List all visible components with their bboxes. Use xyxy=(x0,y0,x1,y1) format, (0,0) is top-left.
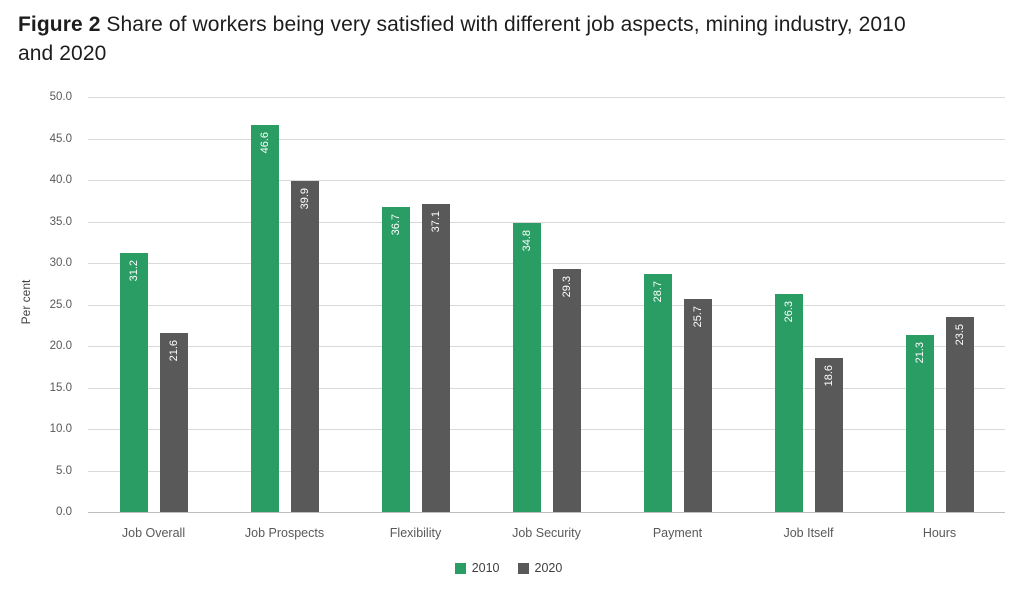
bar-value-label: 36.7 xyxy=(389,214,402,236)
bar-2010: 28.7 xyxy=(643,273,672,512)
bar-2020: 21.6 xyxy=(159,332,188,512)
bar-series-area: 31.2 21.6 46.6 39.9 36.7 37.1 34.8 29.3 28.7 25.7… xyxy=(88,97,1005,512)
legend-swatch xyxy=(517,562,529,574)
bar-2010: 46.6 xyxy=(250,125,279,512)
y-axis-tick-label: 30.0 xyxy=(49,257,72,269)
figure-title-text: Share of workers being very satisfied wi… xyxy=(18,13,906,65)
y-axis-tick-label: 20.0 xyxy=(49,340,72,352)
y-axis-tick-labels: 0.0 5.0 10.0 15.0 20.0 25.0 30.0 35.0 40.0 45.0 50… xyxy=(0,91,80,518)
y-axis-tick-label: 35.0 xyxy=(49,215,72,228)
x-axis-category-label: Job Itself xyxy=(783,526,834,540)
bar-value-label: 34.8 xyxy=(520,230,533,252)
y-axis-tick-label: 50.0 xyxy=(49,91,72,103)
figure-title: Figure 2 Share of workers being very sat… xyxy=(18,10,908,68)
bar-value-label: 46.6 xyxy=(258,132,271,154)
legend-item-2020: 2020 xyxy=(517,561,563,575)
bar-2020: 39.9 xyxy=(290,180,319,512)
bar-group: 34.8 29.3 xyxy=(481,97,612,512)
gridline xyxy=(88,138,1005,140)
gridline xyxy=(88,387,1005,389)
bar-value-label: 37.1 xyxy=(429,211,442,233)
y-axis-tick-label: 45.0 xyxy=(49,132,72,145)
bar-group: 46.6 39.9 xyxy=(219,97,350,512)
gridline xyxy=(88,221,1005,223)
bar-value-label: 21.3 xyxy=(913,342,926,364)
bar-2010: 26.3 xyxy=(774,293,803,512)
legend-label: 2020 xyxy=(534,561,563,575)
bar-group: 28.7 25.7 xyxy=(612,97,743,512)
bar-2020: 18.6 xyxy=(814,357,843,512)
gridline xyxy=(88,97,1005,98)
bar-2010: 34.8 xyxy=(512,223,541,512)
bar-2010: 21.3 xyxy=(905,335,934,512)
bar-value-label: 29.3 xyxy=(560,275,573,298)
x-axis-category-label: Job Security xyxy=(512,526,581,540)
y-axis-tick-label: 10.0 xyxy=(49,423,72,435)
y-axis-tick-label: 25.0 xyxy=(49,298,72,311)
bar-group: 21.3 23.5 xyxy=(874,97,1005,512)
x-axis-category-label: Hours xyxy=(922,526,957,540)
gridline xyxy=(88,470,1005,472)
bar-2020: 37.1 xyxy=(421,204,450,512)
plot-area: 31.2 21.6 46.6 39.9 36.7 37.1 34.8 29.3 28.7 25.7… xyxy=(88,97,1005,513)
y-axis-tick-label: 0.0 xyxy=(56,506,72,518)
bar-value-label: 25.7 xyxy=(691,305,704,328)
bar-group: 31.2 21.6 xyxy=(88,97,219,512)
bar-value-label: 39.9 xyxy=(298,187,311,210)
figure-number-label: Figure 2 xyxy=(18,13,101,36)
x-axis-category-label: Flexibility xyxy=(389,526,442,540)
legend-swatch xyxy=(454,562,466,574)
legend-label: 2010 xyxy=(471,561,500,575)
x-axis-category-label: Job Prospects xyxy=(244,526,325,540)
gridline xyxy=(88,263,1005,264)
gridline xyxy=(88,429,1005,430)
bar-value-label: 31.2 xyxy=(127,260,140,282)
bar-2020: 29.3 xyxy=(552,268,581,512)
bar-2010: 31.2 xyxy=(119,253,148,512)
gridline xyxy=(88,346,1005,347)
bar-group: 26.3 18.6 xyxy=(743,97,874,512)
bar-value-label: 26.3 xyxy=(782,300,795,323)
bar-2020: 25.7 xyxy=(683,298,712,512)
y-axis-tick-label: 15.0 xyxy=(49,381,72,394)
bar-group: 36.7 37.1 xyxy=(350,97,481,512)
legend: 2010 2020 xyxy=(0,561,1017,575)
bar-2020: 23.5 xyxy=(945,316,974,512)
bar-value-label: 21.6 xyxy=(167,339,180,362)
x-axis-labels: Job Overall Job Prospects Flexibility Job S… xyxy=(88,513,1005,540)
bar-2010: 36.7 xyxy=(381,207,410,512)
y-axis-tick-label: 40.0 xyxy=(49,174,72,186)
gridline xyxy=(88,180,1005,181)
x-axis-category-label: Job Overall xyxy=(121,526,186,540)
bar-value-label: 28.7 xyxy=(651,280,664,303)
gridline xyxy=(88,304,1005,306)
y-axis-tick-label: 5.0 xyxy=(56,464,72,477)
legend-item-2010: 2010 xyxy=(454,561,500,575)
bar-value-label: 23.5 xyxy=(953,323,966,346)
x-axis-category-label: Payment xyxy=(652,526,703,540)
bar-value-label: 18.6 xyxy=(822,364,835,387)
